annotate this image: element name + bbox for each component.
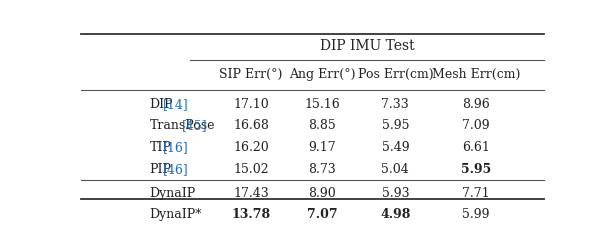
Text: 8.96: 8.96 xyxy=(462,98,490,111)
Text: 15.02: 15.02 xyxy=(234,163,269,176)
Text: [46]: [46] xyxy=(163,163,188,176)
Text: 5.95: 5.95 xyxy=(461,163,491,176)
Text: SIP Err(°): SIP Err(°) xyxy=(220,68,283,81)
Text: 4.98: 4.98 xyxy=(380,208,411,221)
Text: DIP IMU Test: DIP IMU Test xyxy=(320,39,414,53)
Text: 5.04: 5.04 xyxy=(381,163,409,176)
Text: 5.95: 5.95 xyxy=(382,120,409,132)
Text: 8.85: 8.85 xyxy=(308,120,336,132)
Text: DIP: DIP xyxy=(149,98,173,111)
Text: 7.07: 7.07 xyxy=(307,208,337,221)
Text: [45]: [45] xyxy=(182,120,208,132)
Text: 7.71: 7.71 xyxy=(462,188,490,200)
Text: [14]: [14] xyxy=(163,98,188,111)
Text: 5.49: 5.49 xyxy=(381,141,409,154)
Text: 16.68: 16.68 xyxy=(233,120,269,132)
Text: 7.09: 7.09 xyxy=(462,120,490,132)
Text: TIP: TIP xyxy=(149,141,171,154)
Text: 5.93: 5.93 xyxy=(381,188,409,200)
Text: Mesh Err(cm): Mesh Err(cm) xyxy=(431,68,520,81)
Text: 13.78: 13.78 xyxy=(232,208,271,221)
Text: Ang Err(°): Ang Err(°) xyxy=(289,68,356,81)
Text: 16.20: 16.20 xyxy=(233,141,269,154)
Text: 8.90: 8.90 xyxy=(308,188,336,200)
Text: 17.10: 17.10 xyxy=(233,98,269,111)
Text: Pos Err(cm): Pos Err(cm) xyxy=(357,68,433,81)
Text: 8.73: 8.73 xyxy=(308,163,336,176)
Text: 15.16: 15.16 xyxy=(304,98,340,111)
Text: DynaIP*: DynaIP* xyxy=(149,208,202,221)
Text: 17.43: 17.43 xyxy=(233,188,269,200)
Text: 5.99: 5.99 xyxy=(462,208,489,221)
Text: 6.61: 6.61 xyxy=(462,141,490,154)
Text: 9.17: 9.17 xyxy=(308,141,336,154)
Text: PIP: PIP xyxy=(149,163,171,176)
Text: [16]: [16] xyxy=(163,141,188,154)
Text: DynaIP: DynaIP xyxy=(149,188,196,200)
Text: 7.33: 7.33 xyxy=(381,98,409,111)
Text: TransPose: TransPose xyxy=(149,120,215,132)
